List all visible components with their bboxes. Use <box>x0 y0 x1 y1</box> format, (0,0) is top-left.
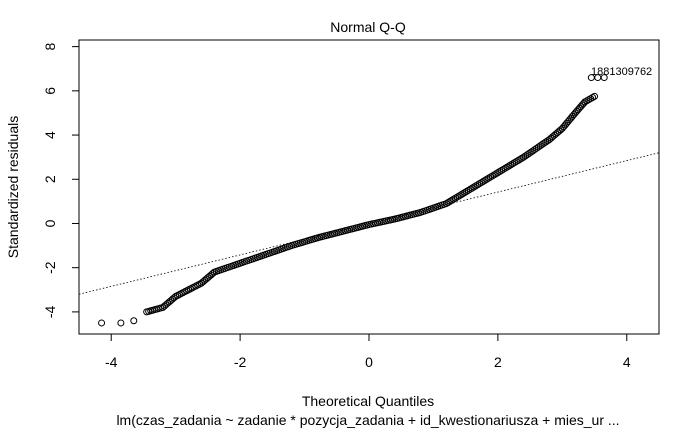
chart-title: Normal Q-Q <box>330 19 406 35</box>
x-tick-label: -2 <box>234 354 247 370</box>
data-point <box>512 158 520 166</box>
data-point <box>501 164 509 172</box>
data-point <box>477 179 485 187</box>
data-point <box>98 319 106 327</box>
data-point <box>455 192 463 200</box>
x-tick-label: 4 <box>623 354 631 370</box>
y-tick-label: 8 <box>42 43 58 51</box>
point-labels: 1881309762 <box>591 66 652 78</box>
data-point <box>492 170 500 178</box>
data-point <box>442 200 450 208</box>
data-points <box>98 74 608 327</box>
data-point <box>470 183 478 191</box>
data-point <box>130 317 138 325</box>
data-point <box>475 180 483 188</box>
data-point <box>457 191 465 199</box>
x-axis-title: Theoretical Quantiles <box>302 393 434 409</box>
x-axis: -4 -2 0 2 4 <box>105 333 631 370</box>
data-point <box>507 161 515 169</box>
data-point <box>496 168 504 176</box>
y-axis-title: Standardized residuals <box>5 116 21 258</box>
data-point <box>510 159 518 167</box>
data-point <box>468 184 476 192</box>
data-point <box>479 177 487 185</box>
data-point <box>483 175 491 183</box>
data-point <box>446 197 454 205</box>
x-tick-label: 2 <box>494 354 502 370</box>
data-point <box>444 198 452 206</box>
data-point <box>499 165 507 173</box>
data-point <box>485 174 493 182</box>
data-point <box>459 190 467 198</box>
data-point <box>509 160 517 168</box>
data-point <box>516 155 524 163</box>
data-point <box>591 92 599 100</box>
data-point <box>481 176 489 184</box>
data-point <box>488 172 496 180</box>
data-point <box>461 189 469 197</box>
data-point <box>514 156 522 164</box>
data-point <box>490 171 498 179</box>
y-tick-label: -2 <box>42 261 58 274</box>
y-tick-label: 6 <box>42 87 58 95</box>
y-tick-label: 4 <box>42 131 58 139</box>
data-point <box>170 294 178 302</box>
data-point <box>505 162 513 170</box>
model-formula: lm(czas_zadania ~ zadanie * pozycja_zada… <box>116 412 619 428</box>
data-point <box>209 269 217 277</box>
data-point <box>466 185 474 193</box>
data-point <box>472 182 480 190</box>
data-point <box>450 195 458 203</box>
y-tick-label: 2 <box>42 175 58 183</box>
x-tick-label: 0 <box>365 354 373 370</box>
y-axis: -4 -2 0 2 4 6 8 <box>42 43 80 318</box>
plot-frame <box>78 39 660 335</box>
data-point <box>474 181 482 189</box>
data-point <box>117 319 125 327</box>
data-point <box>487 173 495 181</box>
data-point <box>503 163 511 171</box>
data-point <box>453 193 461 201</box>
data-point <box>600 74 608 82</box>
y-tick-label: -4 <box>42 305 58 318</box>
data-point <box>498 166 506 174</box>
data-point <box>518 154 526 162</box>
data-point <box>452 194 460 202</box>
data-point <box>494 169 502 177</box>
x-tick-label: -4 <box>105 354 118 370</box>
data-point <box>448 196 456 204</box>
y-tick-label: 0 <box>42 219 58 227</box>
data-point <box>464 186 472 194</box>
data-point <box>463 187 471 195</box>
